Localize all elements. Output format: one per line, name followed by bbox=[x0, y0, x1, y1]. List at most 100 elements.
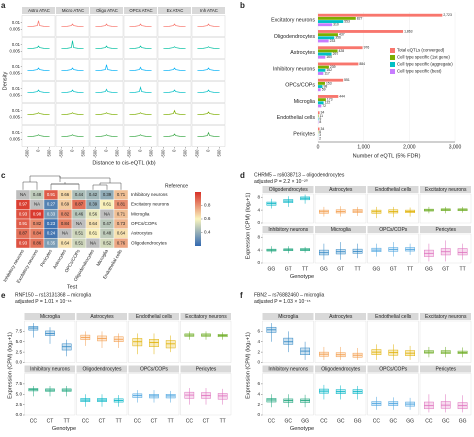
cell-label: 0.39 bbox=[89, 202, 98, 207]
y-tick-label: 0.0 bbox=[16, 412, 23, 417]
density-line bbox=[163, 67, 186, 72]
value-label: 11 bbox=[320, 114, 324, 118]
value-label: 34 bbox=[321, 127, 325, 131]
panel-frame bbox=[55, 81, 90, 103]
cell-label: 0.48 bbox=[33, 192, 42, 197]
panel-frame bbox=[191, 81, 226, 103]
x-tick-label: CT bbox=[151, 418, 158, 424]
y-tick-label: 0.005 bbox=[10, 70, 21, 75]
cell-label: 0.73 bbox=[117, 221, 126, 226]
cell-label: 0.93 bbox=[19, 240, 28, 245]
value-label: 153 bbox=[326, 81, 332, 85]
facet-label: Microglia bbox=[278, 314, 298, 320]
facet-label: Oligodendrocytes bbox=[321, 367, 360, 373]
bar bbox=[318, 68, 326, 72]
chart-subtitle: adjusted P = 2.2 × 10⁻²⁰ bbox=[254, 179, 308, 185]
value-label: 239 bbox=[330, 65, 336, 69]
panel-frame bbox=[89, 103, 124, 125]
density-line bbox=[61, 134, 84, 138]
value-label: 444 bbox=[339, 94, 345, 98]
facet-strip bbox=[367, 365, 419, 373]
x-tick-label: CC bbox=[186, 418, 194, 424]
facet-strip bbox=[367, 226, 419, 233]
dendrogram bbox=[22, 175, 122, 190]
column-header: Oligo ATAC bbox=[96, 8, 118, 13]
x-tick-label: TT bbox=[116, 418, 122, 424]
cell-label: 0.56 bbox=[89, 211, 98, 216]
x-tick-label: TT bbox=[407, 266, 413, 272]
x-tick-label: TT bbox=[302, 266, 308, 272]
x-tick-label: 0 bbox=[206, 149, 211, 152]
panel-frame bbox=[55, 15, 90, 37]
cell-label: 0.86 bbox=[33, 240, 42, 245]
value-label: 34 bbox=[321, 111, 325, 115]
x-tick-label: CC bbox=[373, 418, 381, 424]
facet-strip bbox=[367, 313, 419, 320]
value-label: 551 bbox=[344, 78, 350, 82]
panel-letter: c bbox=[1, 171, 6, 180]
value-label: 98 bbox=[323, 84, 327, 88]
density-line bbox=[129, 66, 152, 72]
cell-label: 0.81 bbox=[117, 202, 126, 207]
x-tick-label: 500 bbox=[149, 149, 154, 157]
legend-label: Cell type specific (aggregate) bbox=[397, 62, 453, 67]
x-tick-label: TT bbox=[355, 266, 361, 272]
row-label: Astrocytes bbox=[131, 231, 153, 236]
chart-title: FBN2 – rs76882460 – microglia bbox=[254, 292, 325, 298]
y-tick-label: 5.0 bbox=[16, 339, 23, 344]
facet-strip bbox=[192, 7, 225, 14]
bar bbox=[318, 78, 344, 82]
density-line bbox=[27, 20, 50, 28]
x-tick-label: -500 bbox=[59, 149, 64, 158]
bar bbox=[318, 33, 338, 37]
facet-strip bbox=[180, 365, 231, 373]
panel-frame bbox=[123, 59, 158, 81]
panel-frame bbox=[191, 15, 226, 37]
density-line bbox=[27, 89, 50, 94]
x-tick-label: GT bbox=[390, 266, 397, 272]
y-tick-label: 2.5 bbox=[16, 349, 23, 354]
legend-label: Total eQTLs (converged) bbox=[397, 48, 445, 53]
cell-label: 0.64 bbox=[61, 240, 70, 245]
legend-swatch bbox=[390, 55, 395, 60]
facet-label: Excitatory neurons bbox=[185, 314, 227, 320]
x-tick-label: CC bbox=[268, 418, 276, 424]
panel-frame bbox=[21, 125, 56, 147]
cell-label: 0.47 bbox=[103, 221, 112, 226]
x-tick-label: GC bbox=[285, 418, 293, 424]
x-tick-label: GC bbox=[337, 418, 345, 424]
cell-label: 0.51 bbox=[75, 231, 84, 236]
bar bbox=[318, 98, 326, 102]
value-label: 173 bbox=[327, 98, 333, 102]
panel-frame bbox=[123, 37, 158, 59]
panel-frame bbox=[123, 103, 158, 125]
bar bbox=[318, 111, 320, 115]
y-tick-label: 0 bbox=[257, 260, 260, 265]
facet-label: Astrocytes bbox=[329, 187, 353, 193]
category-label: OPCs/COPs bbox=[285, 83, 315, 89]
cell-label: 0.46 bbox=[75, 211, 84, 216]
cell-label: 0.27 bbox=[47, 202, 56, 207]
density-line bbox=[129, 134, 152, 138]
colorbar-tick-label: 0.4 bbox=[204, 230, 211, 235]
cell-label: 0.61 bbox=[103, 202, 112, 207]
density-line bbox=[61, 23, 84, 28]
density-line bbox=[129, 85, 152, 94]
x-tick-label: GT bbox=[337, 266, 344, 272]
facet-label: Inhibitory neurons bbox=[30, 367, 70, 373]
bar bbox=[318, 23, 333, 27]
facet-strip bbox=[90, 7, 123, 14]
legend-swatch bbox=[390, 48, 395, 53]
dendrogram-branches bbox=[22, 175, 122, 190]
bar bbox=[318, 62, 359, 66]
y-tick-label: 0 bbox=[257, 360, 260, 365]
heatmap-cell bbox=[113, 238, 129, 249]
cell-label: 0.97 bbox=[19, 202, 28, 207]
density-line bbox=[95, 134, 118, 138]
y-tick-label: 8 bbox=[257, 194, 260, 199]
x-tick-label: CC bbox=[30, 418, 38, 424]
x-tick-label: GG bbox=[425, 266, 433, 272]
value-label: 2 bbox=[319, 136, 321, 140]
chart-subtitle: adjusted P = 1.03 × 10⁻¹⁵ bbox=[254, 299, 311, 305]
